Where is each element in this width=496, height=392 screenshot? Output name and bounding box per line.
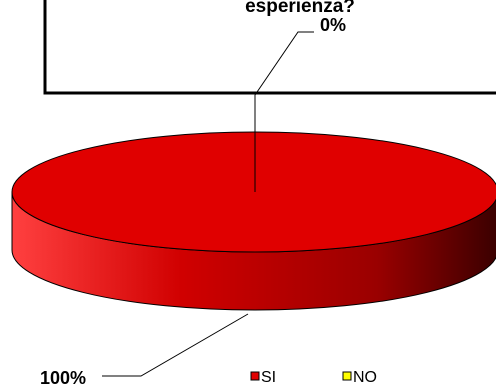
data-label-si: 100% — [40, 368, 86, 388]
legend-label-si: SI — [261, 369, 276, 386]
pie-slice-si — [11, 131, 496, 253]
leader-line-si — [102, 313, 249, 377]
leader-line-no — [254, 31, 314, 192]
chart-title: esperienza? — [245, 0, 355, 17]
pie-slices — [11, 131, 496, 311]
legend: SI NO — [250, 369, 377, 386]
legend-label-no: NO — [353, 369, 377, 386]
legend-swatch-si — [250, 371, 260, 381]
data-label-no: 0% — [320, 15, 346, 35]
legend-swatch-no — [342, 371, 352, 381]
